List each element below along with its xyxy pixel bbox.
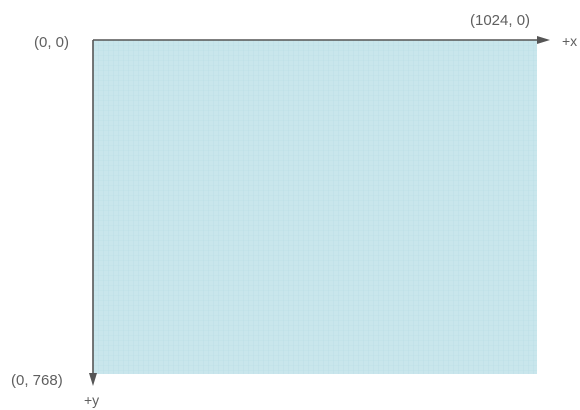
y-axis-arrowhead (89, 373, 97, 386)
origin-label: (0, 0) (34, 34, 70, 51)
y-end-label: (0, 768) (11, 372, 63, 389)
x-end-label: (1024, 0) (470, 12, 531, 29)
x-axis-arrowhead (537, 36, 550, 44)
y-axis-label: +y (84, 392, 100, 408)
screen-grid (93, 40, 537, 374)
x-axis-label: +x (562, 33, 578, 49)
